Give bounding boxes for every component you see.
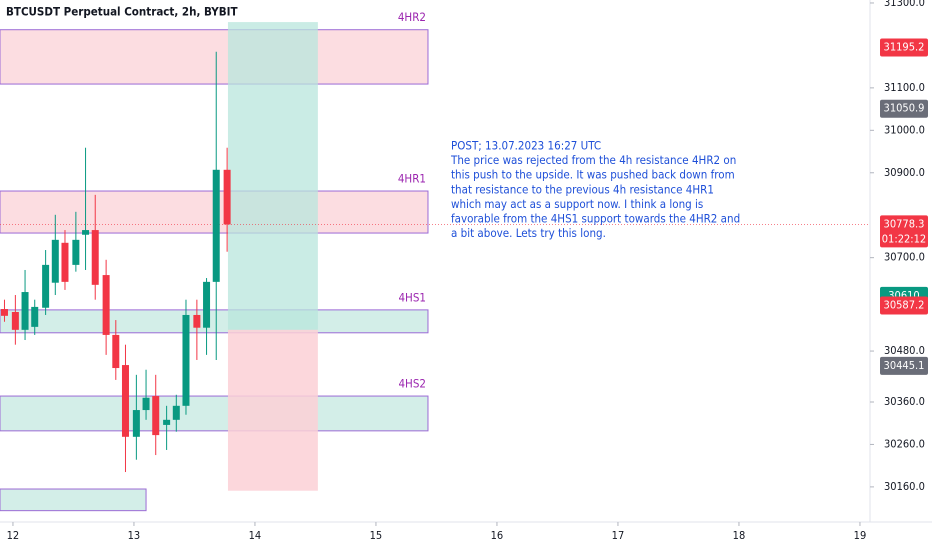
candle-body xyxy=(223,169,231,225)
price-label: 30587.2 xyxy=(884,299,925,312)
candle-body xyxy=(112,334,120,369)
position-profit xyxy=(227,22,318,330)
candle-body xyxy=(42,264,50,308)
candle-body xyxy=(31,306,39,327)
candle-body xyxy=(132,410,140,437)
price-label-box xyxy=(880,38,928,57)
annotation-line: POST; 13.07.2023 16:27 UTC xyxy=(451,139,601,153)
zone xyxy=(0,395,429,432)
zone xyxy=(0,488,147,512)
price-label: 30778.3 xyxy=(884,217,925,230)
x-tick-label: 16 xyxy=(491,529,504,542)
x-tick-label: 17 xyxy=(612,529,625,542)
annotation-line: favorable from the 4HS1 support towards … xyxy=(451,212,740,226)
candle-body xyxy=(91,230,99,285)
candle-body xyxy=(21,292,29,330)
candle-body xyxy=(11,312,19,330)
y-tick-label: 30160.0 xyxy=(884,480,925,493)
zone-label: 4HS2 xyxy=(398,377,426,391)
candle-body xyxy=(72,239,80,265)
candle-body xyxy=(51,239,59,283)
candle-body xyxy=(82,230,90,235)
x-tick-label: 19 xyxy=(854,529,867,542)
zone xyxy=(0,309,429,334)
y-tick-label: 30900.0 xyxy=(884,166,925,179)
candle-body xyxy=(152,396,160,436)
price-label-box xyxy=(880,356,928,375)
zone-label: 4HR2 xyxy=(398,10,426,24)
x-tick-label: 12 xyxy=(7,529,20,542)
candle-body xyxy=(203,281,211,328)
price-label-box xyxy=(880,99,928,118)
price-label: 31195.2 xyxy=(884,40,925,53)
annotation-line: this push to the upside. It was pushed b… xyxy=(451,168,735,182)
candle-body xyxy=(61,242,69,282)
y-tick-label: 31000.0 xyxy=(884,123,925,136)
y-tick-label: 31300.0 xyxy=(884,0,925,9)
x-tick-label: 14 xyxy=(249,529,262,542)
price-label: 30445.1 xyxy=(884,359,925,372)
annotation-line: a bit above. Lets try this long. xyxy=(451,226,606,240)
candle-body xyxy=(193,314,201,328)
x-tick-label: 13 xyxy=(128,529,141,542)
y-tick-label: 30700.0 xyxy=(884,251,925,264)
price-label: 31050.9 xyxy=(884,102,925,115)
plot-area: 4HR2 4HR1 4HS1 4HS2 xyxy=(0,10,870,512)
position-loss xyxy=(227,329,318,491)
annotation-line: The price was rejected from the 4h resis… xyxy=(450,153,736,167)
x-tick-label: 15 xyxy=(370,529,383,542)
candle-body xyxy=(102,275,110,335)
x-tick-label: 18 xyxy=(733,529,746,542)
candle-body xyxy=(163,419,171,425)
zone-label: 4HS1 xyxy=(398,290,426,304)
candle-body xyxy=(121,365,129,437)
chart-title: BTCUSDT Perpetual Contract, 2h, BYBIT xyxy=(6,5,238,19)
countdown: 01:22:12 xyxy=(882,232,926,245)
y-tick-label: 30260.0 xyxy=(884,437,925,450)
candle-body xyxy=(212,169,220,282)
candle-body xyxy=(172,405,180,420)
zone-label: 4HR1 xyxy=(398,172,426,186)
price-label-box xyxy=(880,296,928,315)
price-label-box xyxy=(880,215,928,248)
zone xyxy=(0,29,429,85)
y-tick-label: 30480.0 xyxy=(884,344,925,357)
annotation-line: that resistance to the previous 4h resis… xyxy=(451,182,714,196)
annotation-line: which may act as a support now. I think … xyxy=(451,197,703,211)
y-tick-label: 30360.0 xyxy=(884,395,925,408)
y-tick-label: 31100.0 xyxy=(884,81,925,94)
candle-body xyxy=(182,314,190,406)
candle-body xyxy=(142,397,150,411)
candle-body xyxy=(0,309,8,316)
